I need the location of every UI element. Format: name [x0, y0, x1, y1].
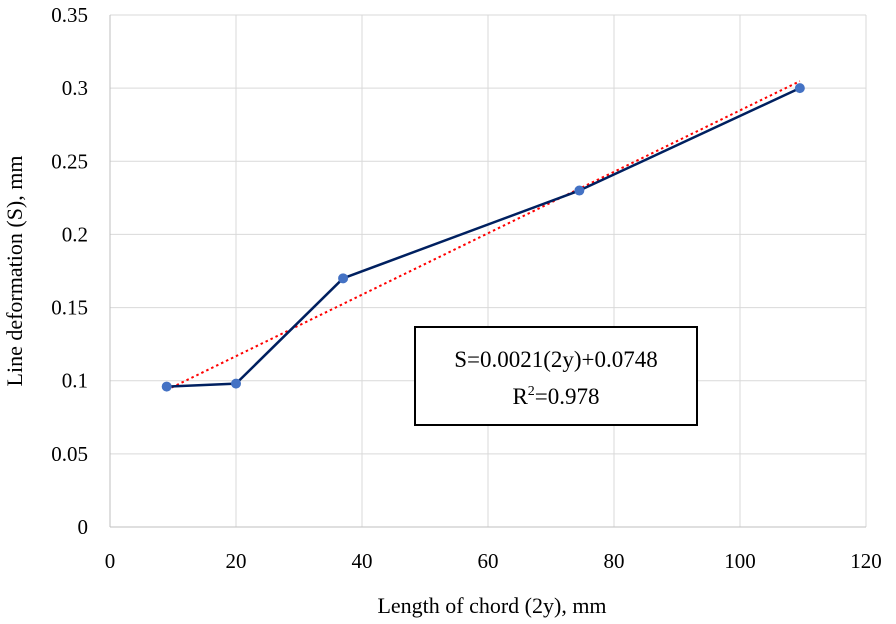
data-point — [574, 185, 585, 196]
x-tick-label: 20 — [226, 549, 247, 573]
x-tick-label: 60 — [478, 549, 499, 573]
tick-labels: 0 20 40 60 80 100 120 0 0.05 0.1 0.15 0.2 0.25 0.3 0.3… — [51, 3, 882, 573]
x-tick-label: 80 — [604, 549, 625, 573]
x-tick-label: 40 — [352, 549, 373, 573]
x-axis-title: Length of chord (2y), mm — [377, 593, 606, 618]
data-point — [161, 381, 172, 392]
equation-text: S=0.0021(2y)+0.0748 — [454, 347, 658, 372]
y-axis-title: Line deformation (S), mm — [2, 156, 27, 387]
data-point — [794, 83, 805, 94]
series-layer — [161, 83, 805, 392]
r-squared-text: R2=0.978 — [512, 384, 599, 409]
r-squared-superscript: 2 — [528, 384, 535, 399]
y-tick-label: 0.25 — [51, 149, 88, 173]
y-tick-label: 0.15 — [51, 296, 88, 320]
x-tick-label: 100 — [724, 549, 756, 573]
equation-box-frame — [414, 326, 698, 426]
r-squared-prefix: R — [512, 384, 528, 409]
y-tick-label: 0.1 — [62, 369, 88, 393]
x-tick-label: 0 — [105, 549, 116, 573]
trendline — [166, 80, 801, 391]
y-tick-label: 0.05 — [51, 442, 88, 466]
r-squared-value: =0.978 — [535, 384, 600, 409]
y-tick-label: 0 — [78, 515, 89, 539]
data-point — [338, 273, 349, 284]
data-point — [231, 378, 241, 389]
y-tick-label: 0.3 — [62, 76, 88, 100]
grid — [109, 14, 867, 528]
equation-box: S=0.0021(2y)+0.0748 R2=0.978 — [414, 326, 698, 426]
y-tick-label: 0.35 — [51, 3, 88, 27]
trendline-layer — [166, 80, 801, 391]
x-tick-label: 120 — [850, 549, 882, 573]
y-tick-label: 0.2 — [62, 222, 88, 246]
